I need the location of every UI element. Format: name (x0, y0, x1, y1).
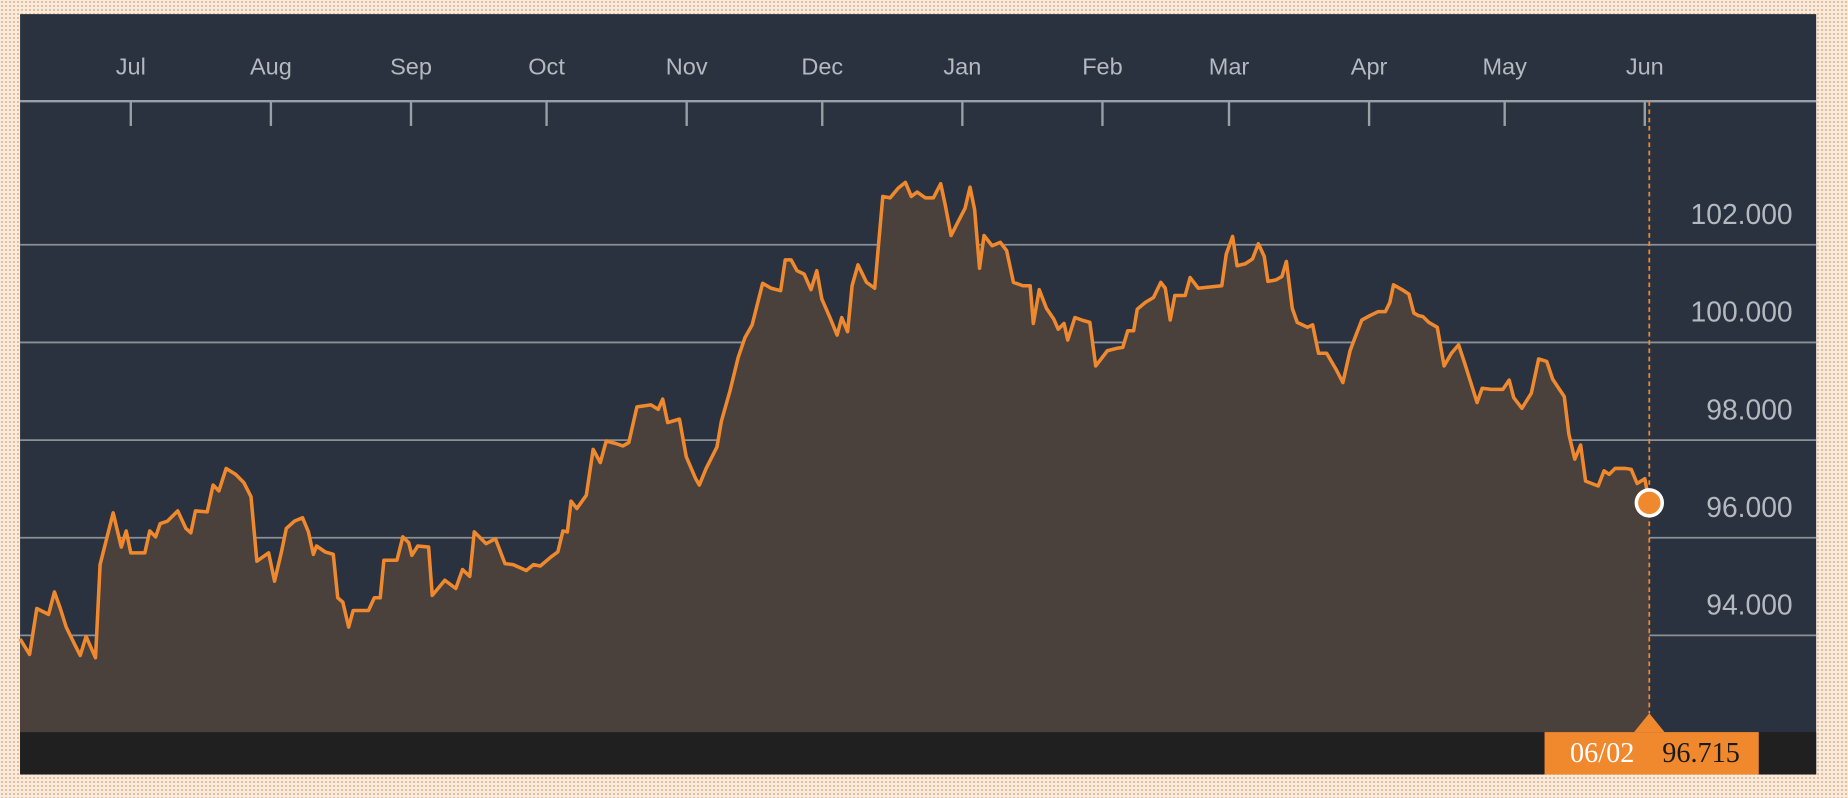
x-tick-label: Jan (943, 53, 981, 79)
x-tick-label: May (1482, 53, 1527, 79)
y-tick-label: 96.000 (1706, 491, 1792, 523)
x-tick-label: Jul (116, 53, 146, 79)
x-tick-label: Sep (390, 53, 432, 79)
x-tick-label: Feb (1082, 53, 1123, 79)
tooltip-value: 96.715 (1662, 738, 1740, 769)
x-tick-label: Oct (528, 53, 565, 79)
tooltip-date: 06/02 (1570, 738, 1634, 769)
tooltip-box (1544, 732, 1759, 775)
bottom-bar (20, 732, 1817, 775)
overlay: 06/02 96.715 (1544, 101, 1759, 775)
last-point-marker (1634, 488, 1665, 518)
x-tick-label: Nov (666, 53, 708, 79)
x-tick-label: Dec (801, 53, 843, 79)
tooltip-pointer (1633, 713, 1665, 733)
x-axis: Jul Aug Sep Oct Nov Dec Jan Feb Mar Apr May Jun (116, 53, 1664, 126)
plot (18, 180, 1651, 733)
area-fill (20, 182, 1650, 733)
y-tick-label: 100.000 (1691, 296, 1793, 328)
line (18, 180, 1651, 660)
y-tick-label: 94.000 (1706, 589, 1792, 621)
x-tick-label: Mar (1209, 53, 1250, 79)
y-tick-label: 102.000 (1691, 198, 1793, 230)
x-tick-label: Apr (1351, 53, 1388, 79)
x-tick-label: Aug (250, 53, 292, 79)
x-tick-label: Jun (1626, 53, 1664, 79)
y-tick-label: 98.000 (1706, 393, 1792, 425)
y-axis: 94.000 96.000 98.000 100.000 102.000 (1691, 198, 1793, 621)
